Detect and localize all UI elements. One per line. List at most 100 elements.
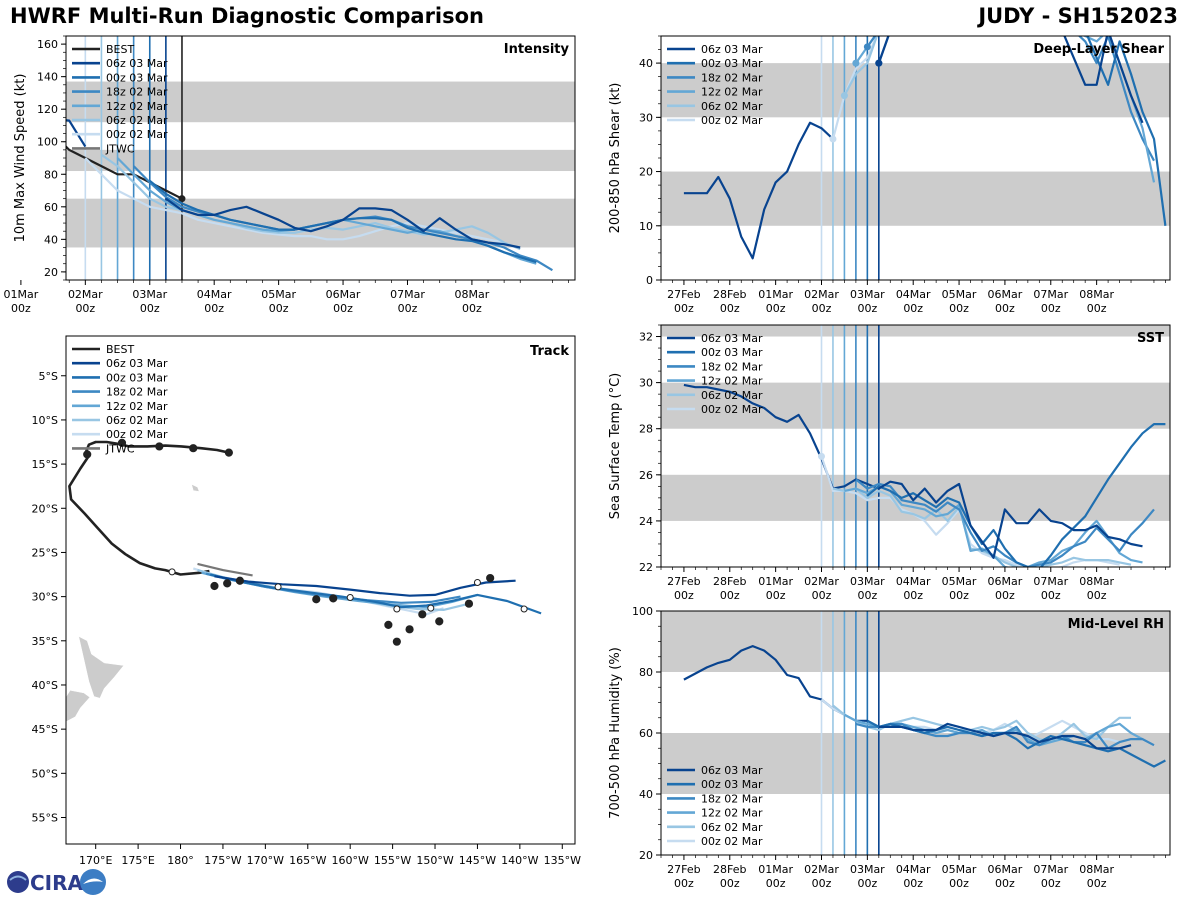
legend-label: 00z 02 Mar: [701, 403, 763, 416]
x-tick-label: 07Mar: [1033, 288, 1068, 301]
x-tick-label: 05Mar: [942, 288, 977, 301]
threshold-band: [66, 81, 575, 123]
legend-label: 06z 03 Mar: [106, 57, 168, 70]
plot-frame: [65, 335, 576, 845]
x-tick-label: 00z: [995, 302, 1015, 315]
y-tick-label: 24: [639, 515, 653, 528]
legend-label: 18z 02 Mar: [701, 71, 763, 84]
x-tick-label: 00z: [398, 302, 418, 315]
x-tick-label: 00z: [75, 302, 95, 315]
x-tick-label: 00z: [1041, 877, 1061, 890]
y-tick-label: 20: [44, 266, 58, 279]
legend-label: JTWC: [105, 142, 135, 155]
x-tick-label: 02Mar: [804, 288, 839, 301]
legend-label: 12z 02 Mar: [106, 400, 168, 413]
x-tick-label: 00z: [140, 302, 160, 315]
legend-label: 18z 02 Mar: [701, 792, 763, 805]
track-line: [197, 562, 253, 577]
series-group: [683, 644, 1166, 768]
lon-tick-label: 165°W: [289, 854, 326, 867]
legend-label: 00z 02 Mar: [106, 428, 168, 441]
legend-label: 06z 02 Mar: [106, 414, 168, 427]
x-tick-label: 00z: [812, 302, 832, 315]
y-tick-label: 160: [37, 38, 58, 51]
panel-title: Track: [530, 344, 569, 359]
lat-tick-label: 30°S: [32, 591, 58, 604]
series-line: [878, 480, 1143, 559]
noaa-badge-icon: [80, 869, 106, 895]
track-panel: 5°S 10°S 15°S 20°S 25°S 30°S 35°S 40°S 45°S 50°S 5…: [32, 335, 581, 867]
series-line: [66, 119, 87, 148]
y-tick-label: 10: [639, 220, 653, 233]
x-tick-label: 03Mar: [132, 288, 167, 301]
y-tick-label: 100: [37, 136, 58, 149]
lon-tick-label: 175°W: [204, 854, 241, 867]
x-tick-label: 00z: [1041, 589, 1061, 602]
y-axis-label: 700-500 hPa Humidity (%): [608, 647, 623, 819]
x-tick-label: 03Mar: [850, 575, 885, 588]
threshold-band: [661, 171, 1170, 226]
track-position-marker: [418, 610, 427, 619]
track-position-marker: [384, 620, 393, 629]
series-line: [820, 456, 1120, 567]
x-tick-label: 02Mar: [68, 288, 103, 301]
track-position-marker: [464, 599, 474, 608]
track-position-marker: [189, 444, 198, 453]
track-position-marker: [346, 594, 354, 602]
lon-tick-label: 145°W: [459, 854, 496, 867]
track-line: [197, 569, 470, 612]
y-tick-label: 20: [639, 849, 653, 862]
series-marker: [178, 195, 186, 203]
x-tick-label: 00z: [949, 302, 969, 315]
x-tick-label: 00z: [949, 877, 969, 890]
x-tick-label: 08Mar: [1079, 575, 1114, 588]
x-tick-label: 00z: [812, 877, 832, 890]
track-line: [214, 575, 516, 597]
y-axis-label: 200-850 hPa Shear (kt): [608, 83, 623, 234]
x-tick-label: 04Mar: [896, 288, 931, 301]
x-tick-label: 01Mar: [4, 288, 39, 301]
series-line: [1086, 36, 1167, 226]
track-position-marker: [274, 583, 282, 591]
lat-tick-label: 50°S: [32, 767, 58, 780]
series-line: [878, 722, 1132, 750]
intensity-panel: 2040608010012014016027Feb00z28Feb00z01Ma…: [4, 35, 576, 315]
y-axis-label: Sea Surface Temp (°C): [608, 373, 623, 520]
series-line: [843, 36, 879, 97]
x-tick-label: 04Mar: [197, 288, 232, 301]
legend-label: 18z 02 Mar: [701, 360, 763, 373]
series-marker: [863, 43, 871, 51]
y-tick-label: 0: [646, 274, 653, 287]
y-tick-label: 60: [44, 201, 58, 214]
threshold-band: [661, 63, 1170, 118]
x-tick-label: 00z: [674, 877, 694, 890]
panel-title: Intensity: [504, 42, 570, 57]
x-tick-label: 07Mar: [1033, 575, 1068, 588]
lat-tick-label: 35°S: [32, 635, 58, 648]
legend-label: 12z 02 Mar: [106, 100, 168, 113]
x-tick-label: 00z: [995, 877, 1015, 890]
lat-tick-label: 40°S: [32, 679, 58, 692]
track-position-marker: [427, 604, 435, 612]
lat-tick-label: 10°S: [32, 414, 58, 427]
series-group: [66, 119, 553, 272]
x-tick-label: 00z: [462, 302, 482, 315]
lon-tick-label: 140°W: [501, 854, 538, 867]
series-line: [683, 121, 834, 260]
x-tick-label: 00z: [269, 302, 289, 315]
legend-label: 06z 03 Mar: [701, 332, 763, 345]
x-tick-label: 00z: [903, 877, 923, 890]
threshold-band: [661, 382, 1170, 429]
x-tick-label: 06Mar: [326, 288, 361, 301]
legend-label: 06z 02 Mar: [701, 100, 763, 113]
y-tick-label: 40: [639, 788, 653, 801]
x-tick-label: 00z: [1087, 302, 1107, 315]
series-line: [84, 157, 505, 244]
series-line: [855, 478, 1155, 567]
logo-wordmark: CIRA: [30, 871, 84, 895]
x-tick-label: 03Mar: [850, 863, 885, 876]
x-tick-label: 00z: [766, 302, 786, 315]
x-tick-label: 00z: [720, 589, 740, 602]
x-tick-label: 01Mar: [758, 288, 793, 301]
x-tick-label: 00z: [766, 877, 786, 890]
